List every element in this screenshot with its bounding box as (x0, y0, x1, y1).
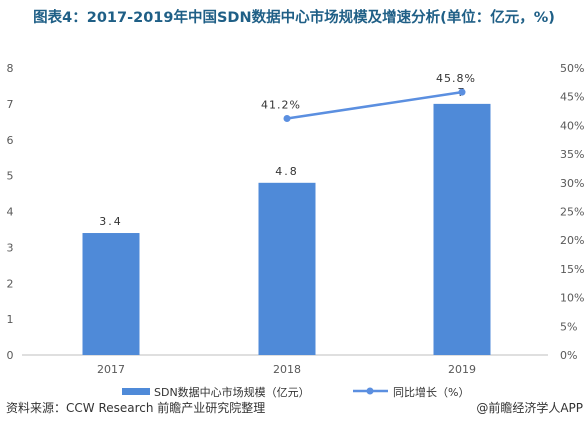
right-axis-tick-label: 50% (560, 62, 584, 75)
line-value-label: 45.8% (436, 72, 476, 85)
right-axis-tick-label: 0% (560, 349, 577, 362)
left-axis-tick-label: 7 (7, 98, 14, 111)
bar-value-label: 4.8 (275, 165, 299, 178)
legend-bar-swatch (122, 388, 150, 395)
line-series: 41.2% 45.8% (261, 72, 476, 123)
x-tick-label: 2017 (97, 363, 125, 376)
credit-note: @前瞻经济学人APP (476, 401, 583, 415)
line-value-label: 41.2% (261, 99, 301, 112)
left-axis-tick-label: 5 (7, 170, 14, 183)
bar-value-label: 3.4 (99, 215, 123, 228)
legend-line-label: 同比增长（%） (393, 385, 469, 399)
right-axis-tick-label: 10% (560, 292, 584, 305)
legend: SDN数据中心市场规模（亿元） 同比增长（%） (122, 385, 469, 399)
chart-title: 图表4：2017-2019年中国SDN数据中心市场规模及增速分析(单位：亿元，%… (33, 10, 555, 26)
left-axis-tick-label: 8 (7, 62, 14, 75)
line-point-2019 (458, 88, 466, 96)
left-axis-tick-label: 0 (7, 349, 14, 362)
right-axis-tick-label: 15% (560, 263, 584, 276)
right-axis-tick-label: 30% (560, 177, 584, 190)
right-axis-tick-label: 20% (560, 234, 584, 247)
left-axis-tick-label: 6 (7, 134, 14, 147)
bar-series (82, 103, 491, 355)
left-y-axis: 0 1 2 3 4 5 6 7 8 (7, 62, 14, 362)
right-axis-tick-label: 5% (560, 320, 577, 333)
bar-2019 (433, 103, 491, 355)
growth-line (286, 90, 463, 120)
right-axis-tick-label: 45% (560, 91, 584, 104)
x-axis-labels: 2017 2018 2019 (97, 363, 476, 376)
right-axis-tick-label: 40% (560, 119, 584, 132)
left-axis-tick-label: 2 (7, 277, 14, 290)
right-axis-tick-label: 35% (560, 148, 584, 161)
left-axis-tick-label: 3 (7, 241, 14, 254)
right-y-axis: 0% 5% 10% 15% 20% 25% 30% 35% 40% 45% 50% (560, 62, 584, 362)
bar-2018 (258, 182, 316, 355)
left-axis-tick-label: 4 (7, 206, 14, 219)
x-tick-label: 2018 (273, 363, 301, 376)
right-axis-tick-label: 25% (560, 206, 584, 219)
legend-bar-label: SDN数据中心市场规模（亿元） (154, 385, 310, 399)
source-note: 资料来源：CCW Research 前瞻产业研究院整理 (6, 401, 266, 415)
left-axis-tick-label: 1 (7, 313, 14, 326)
bar-2017 (82, 233, 140, 355)
legend-line-marker (366, 387, 374, 395)
x-tick-label: 2019 (448, 363, 476, 376)
line-point-2018 (283, 115, 291, 123)
